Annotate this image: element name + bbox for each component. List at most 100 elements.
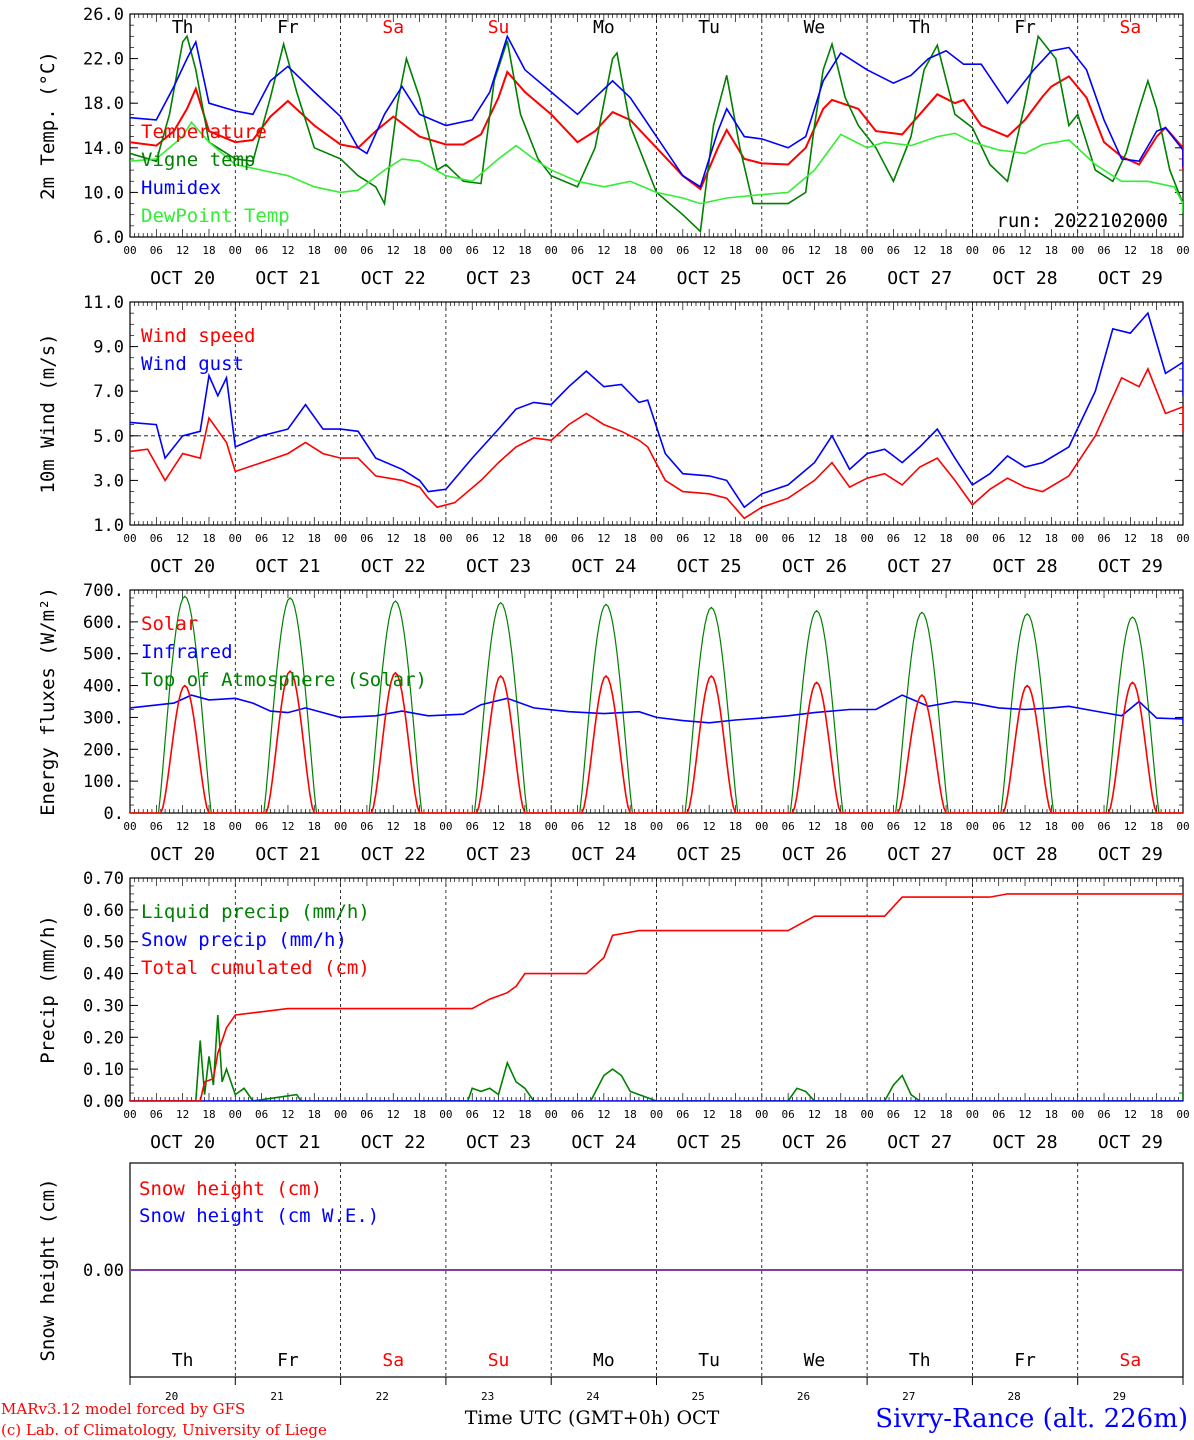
- x-hour-label: 18: [308, 1108, 321, 1121]
- day-number-label: 27: [902, 1390, 915, 1403]
- legend-entry: Temperature: [141, 121, 267, 143]
- x-date-label: OCT 29: [1098, 556, 1163, 577]
- x-date-label: OCT 22: [361, 556, 426, 577]
- y-tick-label: 6.0: [93, 228, 124, 248]
- y-tick-label: 200.: [83, 740, 124, 760]
- x-hour-label: 12: [597, 244, 610, 257]
- x-date-label: OCT 29: [1098, 268, 1163, 289]
- x-date-label: OCT 26: [782, 1132, 847, 1153]
- x-date-label: OCT 29: [1098, 1132, 1163, 1153]
- x-hour-label: 12: [387, 532, 400, 545]
- x-hour-label: 06: [255, 1108, 268, 1121]
- x-hour-label: 00: [439, 532, 452, 545]
- panel-energy: 0. 100. 200. 300. 400. 500. 600. 700. Energy flu…: [37, 581, 1190, 865]
- day-number-label: 21: [270, 1390, 283, 1403]
- series-total-cumulated-cm--line: [130, 893, 1183, 1101]
- day-number-label: 22: [376, 1390, 389, 1403]
- y-tick-label: 300.: [83, 708, 124, 728]
- legend-entry: Snow height (cm W.E.): [139, 1205, 379, 1227]
- x-date-label: OCT 27: [887, 556, 952, 577]
- day-number-label: 24: [586, 1390, 600, 1403]
- y-tick-label: 10.0: [83, 183, 124, 203]
- x-hour-label: 00: [334, 532, 347, 545]
- y-tick-label: 0.60: [83, 901, 124, 921]
- y-tick-label: 9.0: [93, 338, 124, 358]
- x-hour-label: 06: [676, 244, 689, 257]
- y-tick-label: 18.0: [83, 94, 124, 114]
- series-humidex-line: [130, 34, 1183, 189]
- x-hour-label: 06: [360, 244, 373, 257]
- panel-snow: 0.00 Snow height (cm) Snow height (cm) Snow…: [37, 1162, 1184, 1403]
- x-date-label: OCT 24: [571, 556, 636, 577]
- x-hour-label: 00: [650, 244, 663, 257]
- y-tick-label: 0.20: [83, 1028, 124, 1048]
- legend-entry: Total cumulated (cm): [141, 957, 370, 979]
- x-hour-label: 00: [123, 1108, 136, 1121]
- x-hour-label: 00: [545, 244, 558, 257]
- x-date-label: OCT 28: [993, 556, 1058, 577]
- day-of-week-label: Mo: [593, 1350, 615, 1371]
- x-date-label: OCT 26: [782, 556, 847, 577]
- x-hour-label: 18: [202, 244, 215, 257]
- day-of-week-label: Fr: [1014, 17, 1036, 38]
- legend-entry: DewPoint Temp: [141, 205, 290, 227]
- x-date-label: OCT 26: [782, 268, 847, 289]
- x-hour-label: 06: [1097, 1108, 1110, 1121]
- y-tick-label: 3.0: [93, 471, 124, 491]
- y-tick-label: 700.: [83, 581, 124, 601]
- x-hour-label: 12: [176, 244, 189, 257]
- x-hour-label: 18: [834, 1108, 847, 1121]
- x-hour-label: 12: [808, 532, 821, 545]
- x-hour-label: 06: [676, 532, 689, 545]
- x-hour-label: 18: [1045, 532, 1058, 545]
- x-hour-label: 00: [229, 820, 242, 833]
- legend-entry: Infrared: [141, 641, 233, 663]
- legend-entry: Liquid precip (mm/h): [141, 901, 370, 923]
- x-hour-label: 18: [518, 244, 531, 257]
- y-tick-label: 0.00: [83, 1261, 124, 1281]
- x-hour-label: 18: [308, 244, 321, 257]
- x-date-label: OCT 22: [361, 1132, 426, 1153]
- x-hour-label: 00: [334, 820, 347, 833]
- x-date-label: OCT 25: [677, 844, 742, 865]
- x-date-label: OCT 21: [255, 268, 320, 289]
- x-hour-label: 18: [939, 820, 952, 833]
- x-hour-label: 18: [1045, 820, 1058, 833]
- x-hour-label: 12: [1018, 244, 1031, 257]
- x-hour-label: 00: [545, 820, 558, 833]
- day-of-week-label: Su: [488, 17, 510, 38]
- x-hour-label: 06: [150, 820, 163, 833]
- x-hour-label: 06: [782, 820, 795, 833]
- x-hour-label: 18: [939, 1108, 952, 1121]
- x-hour-label: 12: [387, 244, 400, 257]
- legend-entry: Humidex: [141, 177, 221, 199]
- x-hour-label: 06: [992, 820, 1005, 833]
- day-of-week-label: Sa: [1120, 17, 1142, 38]
- x-date-label: OCT 27: [887, 1132, 952, 1153]
- x-date-label: OCT 20: [150, 1132, 215, 1153]
- x-hour-label: 18: [202, 1108, 215, 1121]
- x-hour-label: 12: [1124, 244, 1137, 257]
- x-hour-label: 12: [808, 1108, 821, 1121]
- x-hour-label: 18: [729, 532, 742, 545]
- x-hour-label: 12: [281, 532, 294, 545]
- y-tick-label: 26.0: [83, 5, 124, 25]
- x-hour-label: 18: [202, 532, 215, 545]
- x-hour-label: 06: [676, 1108, 689, 1121]
- day-number-label: 28: [1007, 1390, 1020, 1403]
- day-of-week-label: Th: [909, 17, 931, 38]
- x-hour-label: 06: [466, 820, 479, 833]
- x-date-label: OCT 28: [993, 268, 1058, 289]
- x-date-label: OCT 27: [887, 268, 952, 289]
- day-of-week-label: Sa: [382, 1350, 404, 1371]
- y-tick-label: 100.: [83, 772, 124, 792]
- x-hour-label: 12: [492, 244, 505, 257]
- x-hour-label: 06: [782, 532, 795, 545]
- x-hour-label: 18: [518, 532, 531, 545]
- x-hour-label: 06: [1097, 244, 1110, 257]
- x-hour-label: 06: [255, 820, 268, 833]
- panel-wind: 1.0 3.0 5.0 7.0 9.0 11.0 10m Wind (m/s) 00 06 12 1…: [37, 293, 1190, 577]
- x-hour-label: 06: [887, 532, 900, 545]
- panel-temperature: 6.0 10.0 14.0 18.0 22.0 26.0 2m Temp. (°C) 00 06…: [37, 5, 1190, 289]
